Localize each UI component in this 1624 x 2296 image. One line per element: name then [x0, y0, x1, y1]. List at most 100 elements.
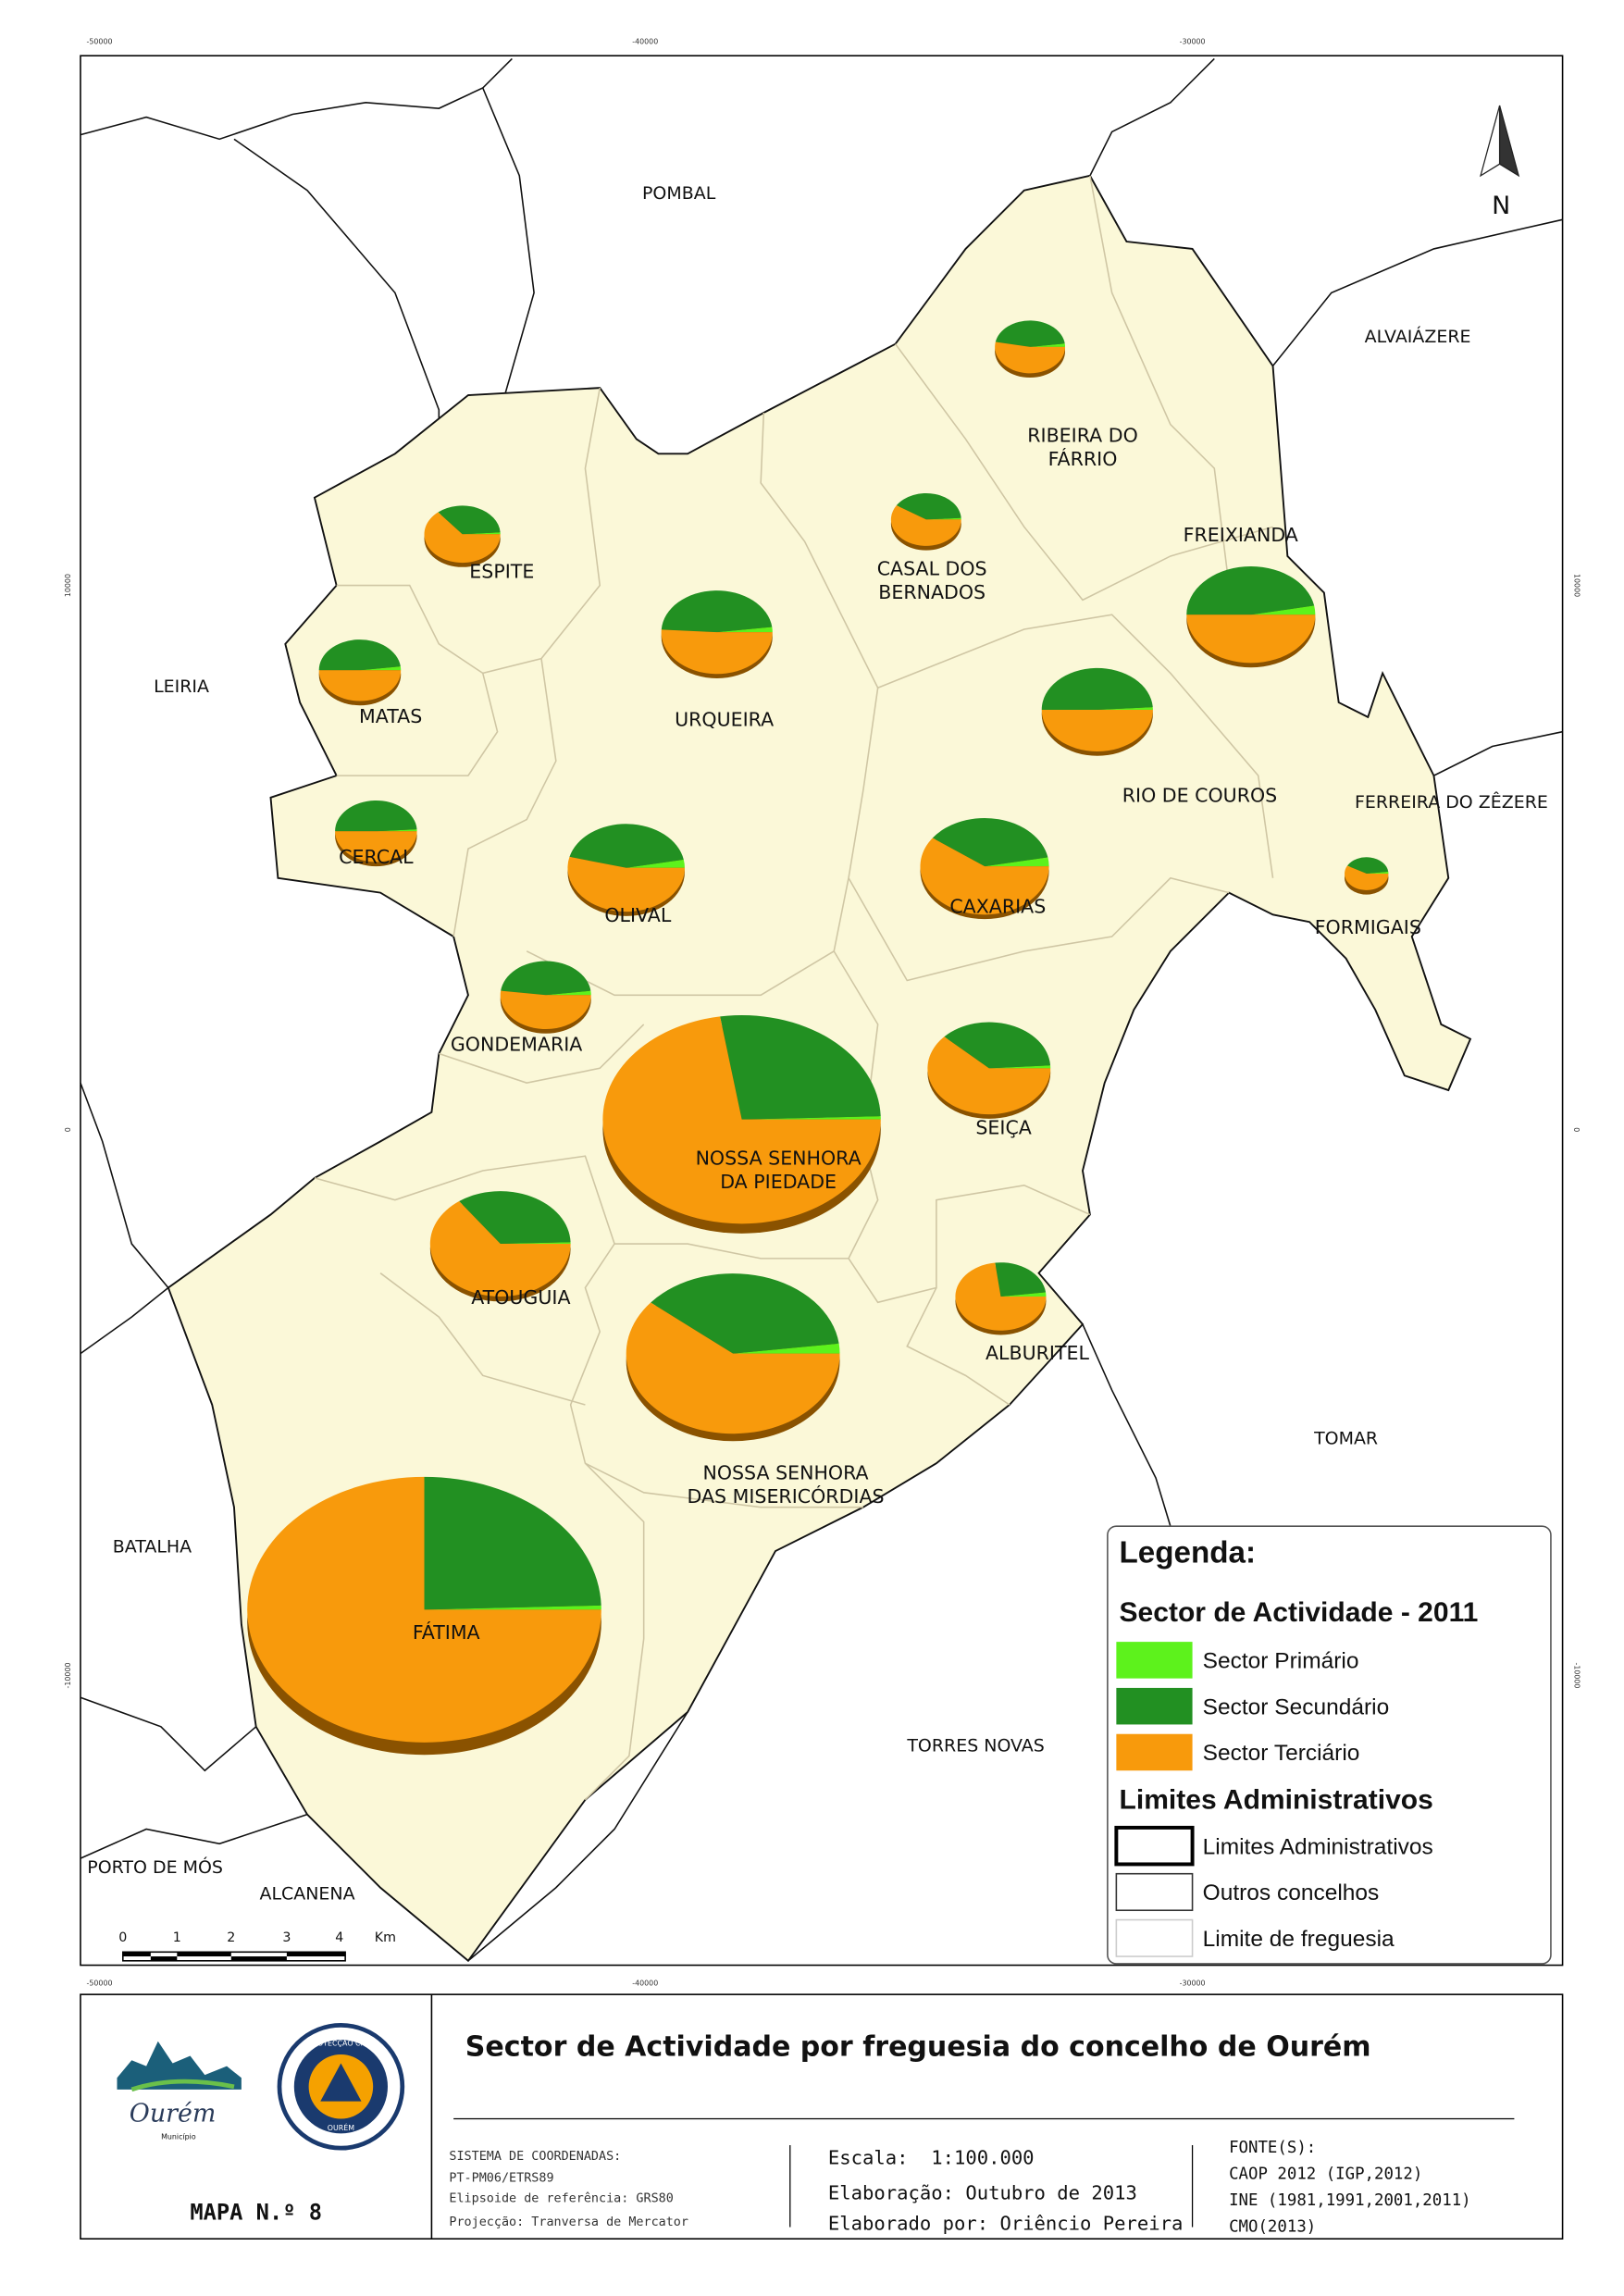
coord-label: -50000 — [87, 1980, 113, 1988]
pie-wedge — [335, 800, 417, 832]
freguesia-label: NOSSA SENHORA DA PIEDADE — [696, 1148, 862, 1193]
pie — [1186, 566, 1316, 668]
meta-text: Elipsoide de referência: GRS80 — [449, 2191, 673, 2206]
boundary — [760, 412, 1274, 878]
scale-segment — [150, 1956, 178, 1961]
freguesia-label-line: GONDEMARIA — [451, 1033, 582, 1055]
scale-tick: 1 — [173, 1930, 181, 1945]
source-text: INE (1981,1991,2001,2011) — [1229, 2191, 1471, 2210]
meta-elaboration: Elaboração: Outubro de 2013 — [828, 2182, 1137, 2204]
legend-label: Sector Primário — [1203, 1649, 1359, 1674]
pie-wedge — [500, 990, 591, 1030]
boundary — [379, 1272, 586, 1406]
scale-segment — [230, 1956, 287, 1961]
pie-wedge — [720, 1015, 881, 1120]
legend: Legenda: Sector de Actividade - 2011 Lim… — [1107, 1525, 1552, 1965]
logo-triangle — [320, 2063, 362, 2102]
pie-wedge — [626, 859, 685, 868]
pie-wedge — [501, 961, 591, 996]
pie — [335, 800, 417, 867]
boundary — [80, 1286, 169, 1355]
freguesia-label-line: SEIÇA — [975, 1116, 1032, 1138]
pie-wedge — [890, 505, 961, 546]
freguesia-label-line: FREIXIANDA — [1184, 524, 1298, 546]
neighbour-label: LEIRIA — [154, 676, 209, 697]
pie-wedge — [1250, 605, 1316, 615]
legend-label: Sector Secundário — [1203, 1694, 1390, 1719]
scale-tick: 3 — [282, 1930, 291, 1945]
meta-text: SISTEMA DE COORDENADAS: — [449, 2150, 621, 2164]
boundary — [584, 1462, 645, 1801]
pie-wedge — [459, 1191, 571, 1245]
boundary — [439, 1024, 645, 1084]
pie — [429, 1191, 571, 1302]
freguesia-label-line: MATAS — [359, 705, 422, 727]
arrow-right — [1498, 105, 1520, 178]
neighbour-label: POMBAL — [642, 183, 716, 204]
pie-wedge — [1041, 667, 1153, 710]
pie — [890, 492, 961, 551]
freguesia-label-line: FÁRRIO — [1048, 447, 1118, 470]
scale-segment — [177, 1952, 231, 1957]
north-label: N — [1492, 192, 1510, 220]
pie — [1041, 667, 1153, 756]
legend-label: Outros concelhos — [1203, 1880, 1380, 1905]
boundary — [452, 658, 557, 937]
neighbour-label: BATALHA — [113, 1537, 192, 1558]
pie-wedge — [424, 512, 501, 564]
freguesia-label-line: ALBURITEL — [986, 1342, 1090, 1364]
pie-wedge — [1000, 1292, 1047, 1297]
logo-text: PROTECÇÃO CIVIL — [308, 2038, 375, 2047]
boundary — [336, 387, 601, 675]
coord-label: 0 — [1572, 1127, 1581, 1132]
freguesia-label: CERCAL — [339, 846, 414, 868]
freguesia-label: CAXARIAS — [949, 896, 1046, 918]
pie — [500, 961, 591, 1034]
freguesia-label-line: RIO DE COUROS — [1122, 785, 1277, 807]
boundary — [80, 57, 513, 141]
scale-tick: 0 — [118, 1930, 127, 1945]
freguesia-label-line: CASAL DOS — [877, 558, 987, 580]
pie-wedge — [359, 666, 402, 671]
freguesia-label-line: CAXARIAS — [949, 896, 1046, 918]
pie-wedge — [429, 1201, 571, 1297]
meta-scale: Escala: 1:100.000 — [828, 2147, 1035, 2169]
boundary — [467, 1711, 688, 1962]
scale-segment — [122, 1952, 151, 1957]
civil-protection-logo: PROTECÇÃO CIVIL OURÉM — [277, 2022, 405, 2151]
pie — [424, 505, 501, 567]
pie-wedge — [318, 639, 401, 671]
freguesia-label-line: NOSSA SENHORA — [702, 1462, 868, 1484]
freguesia-label: RIO DE COUROS — [1122, 785, 1277, 807]
legend-swatch — [1116, 1733, 1193, 1771]
neighbour-label: PORTO DE MÓS — [87, 1855, 223, 1878]
coord-label: 0 — [64, 1127, 72, 1132]
legend-swatch — [1115, 1918, 1194, 1957]
boundary — [80, 1813, 308, 1859]
coord-label: -30000 — [1180, 38, 1206, 46]
scale-unit: Km — [375, 1930, 396, 1945]
coord-label: -40000 — [632, 38, 658, 46]
legend-swatch — [1115, 1872, 1194, 1912]
pie-wedge — [438, 505, 501, 535]
pie-wedge — [661, 590, 773, 633]
pie-wedge — [462, 532, 501, 535]
coord-label: -10000 — [64, 1663, 72, 1689]
pie-wedge — [1097, 707, 1153, 710]
freguesia-label-line: OLIVAL — [604, 904, 671, 926]
pie-wedge — [985, 857, 1049, 867]
boundary — [906, 1287, 1010, 1406]
meta-text: PT-PM06/ETRS89 — [449, 2172, 553, 2186]
pie-wedge — [661, 629, 773, 675]
logo-shape — [130, 2079, 235, 2092]
pie-wedge — [932, 817, 1048, 867]
legend-swatch — [1116, 1642, 1193, 1679]
pie — [1345, 857, 1389, 895]
scale-segment — [286, 1952, 346, 1957]
pie-wedge — [1186, 566, 1315, 615]
freguesia-label-line: URQUEIRA — [675, 708, 774, 730]
freguesia-labels: RIBEIRA DO FÁRRIO ESPITE CASAL DOS BERNADOS F… — [339, 425, 1421, 1644]
municipality-logo: Ourém Município — [117, 2041, 242, 2141]
freguesia-label: SEIÇA — [975, 1116, 1032, 1138]
freguesia-label: ATOUGUIA — [471, 1286, 570, 1309]
